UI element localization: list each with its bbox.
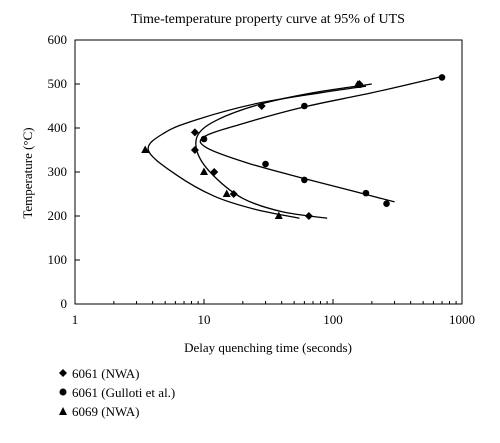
- circle-point: [262, 160, 269, 168]
- triangle-point: [141, 145, 150, 153]
- legend-label: 6069 (NWA): [72, 403, 140, 419]
- fit-curve: [199, 75, 443, 203]
- x-tick-label: 100: [323, 312, 343, 327]
- circle-point: [362, 189, 370, 197]
- legend: 6061 (NWA) 6061 (Gulloti et al.) 6069 (N…: [58, 364, 175, 421]
- y-tick-label: 300: [48, 164, 68, 179]
- triangle-point: [200, 167, 208, 175]
- y-tick-label: 500: [48, 76, 68, 91]
- fit-curves: [147, 75, 443, 219]
- x-axis-label: Delay quenching time (seconds): [184, 340, 352, 355]
- diamond-point: [229, 190, 238, 198]
- diamond-point: [304, 212, 313, 220]
- legend-label: 6061 (NWA): [72, 365, 140, 381]
- y-tick-label: 400: [48, 120, 68, 135]
- diamond-marker-icon: [58, 366, 72, 382]
- circle-point: [301, 102, 308, 110]
- legend-item: 6061 (Gulloti et al.): [58, 383, 175, 402]
- circle-point: [200, 135, 208, 143]
- y-tick-label: 600: [48, 32, 68, 47]
- y-tick-label: 100: [48, 252, 68, 267]
- triangle-marker-icon: [58, 404, 72, 420]
- fit-curve: [147, 85, 367, 219]
- legend-label: 6061 (Gulloti et al.): [72, 384, 176, 400]
- x-tick-label: 1: [72, 312, 79, 327]
- legend-item: 6061 (NWA): [58, 364, 175, 383]
- circle-point: [383, 200, 390, 207]
- circle-marker-icon: [58, 385, 72, 401]
- triangle-point: [353, 80, 362, 88]
- circle-point: [438, 74, 446, 81]
- plot-axes: 0 100 200 300 400 500 600 1 10 100 1000: [48, 32, 476, 327]
- circle-point: [301, 176, 308, 184]
- triangle-point: [222, 189, 231, 197]
- fit-curve: [195, 83, 372, 219]
- legend-item: 6069 (NWA): [58, 402, 175, 421]
- data-points: [141, 74, 446, 220]
- chart-title: Time-temperature property curve at 95% o…: [131, 12, 405, 27]
- diamond-point: [257, 102, 266, 110]
- triangle-point: [274, 211, 283, 219]
- diamond-point: [210, 168, 219, 176]
- x-tick-label: 1000: [449, 312, 475, 327]
- plot-frame: [74, 39, 463, 305]
- y-tick-label: 0: [61, 296, 68, 311]
- y-axis-label: Temperature (°C): [20, 127, 35, 218]
- x-tick-label: 10: [198, 312, 211, 327]
- diamond-point: [190, 146, 199, 154]
- diamond-point: [190, 128, 199, 137]
- y-tick-label: 200: [48, 208, 68, 223]
